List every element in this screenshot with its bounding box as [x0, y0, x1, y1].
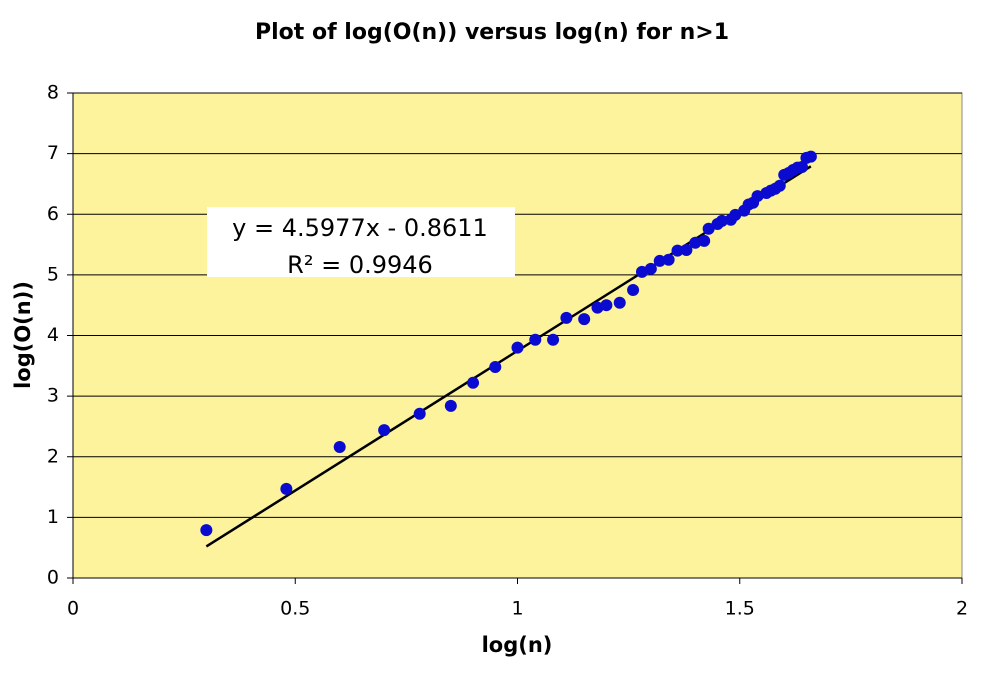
point [702, 222, 715, 235]
point [729, 208, 742, 221]
x-tick-label: 0 [67, 598, 79, 620]
y-tick-label: 5 [47, 263, 59, 285]
point [600, 299, 613, 312]
point [653, 254, 666, 267]
point [662, 253, 675, 266]
point [467, 376, 480, 389]
point [200, 524, 213, 537]
chart-title: Plot of log(O(n)) versus log(n) for n>1 [255, 20, 729, 45]
point [547, 333, 560, 346]
x-axis-label: log(n) [482, 633, 553, 657]
point [613, 296, 626, 309]
point [280, 482, 293, 495]
point [529, 333, 542, 346]
point [413, 407, 426, 420]
point [444, 399, 457, 412]
point [689, 236, 702, 249]
r-squared: R² = 0.9946 [287, 251, 433, 279]
point [560, 311, 573, 324]
y-tick-label: 3 [47, 385, 59, 407]
y-tick-label: 0 [47, 567, 59, 589]
point [511, 341, 524, 354]
x-tick-label: 1.5 [725, 598, 755, 620]
y-tick-label: 2 [47, 445, 59, 467]
point [795, 160, 808, 173]
point [333, 441, 346, 454]
x-tick-label: 1 [511, 598, 523, 620]
point [804, 150, 817, 163]
y-axis-label: log(O(n)) [11, 281, 35, 389]
point [644, 262, 657, 275]
point [671, 244, 684, 257]
y-tick-label: 8 [47, 82, 59, 104]
point [378, 424, 391, 437]
x-tick-label: 2 [956, 598, 968, 620]
y-tick-label: 1 [47, 506, 59, 528]
point [698, 234, 711, 247]
point [489, 361, 502, 374]
annotation-box [207, 207, 515, 277]
y-tick-label: 4 [47, 324, 59, 346]
point [578, 313, 591, 326]
point [680, 244, 693, 257]
trend-equation: y = 4.5977x - 0.8611 [232, 214, 488, 242]
y-tick-label: 7 [47, 142, 59, 164]
point [773, 179, 786, 192]
point [715, 214, 728, 227]
point [627, 284, 640, 297]
x-tick-label: 0.5 [280, 598, 310, 620]
y-tick-label: 6 [47, 203, 59, 225]
